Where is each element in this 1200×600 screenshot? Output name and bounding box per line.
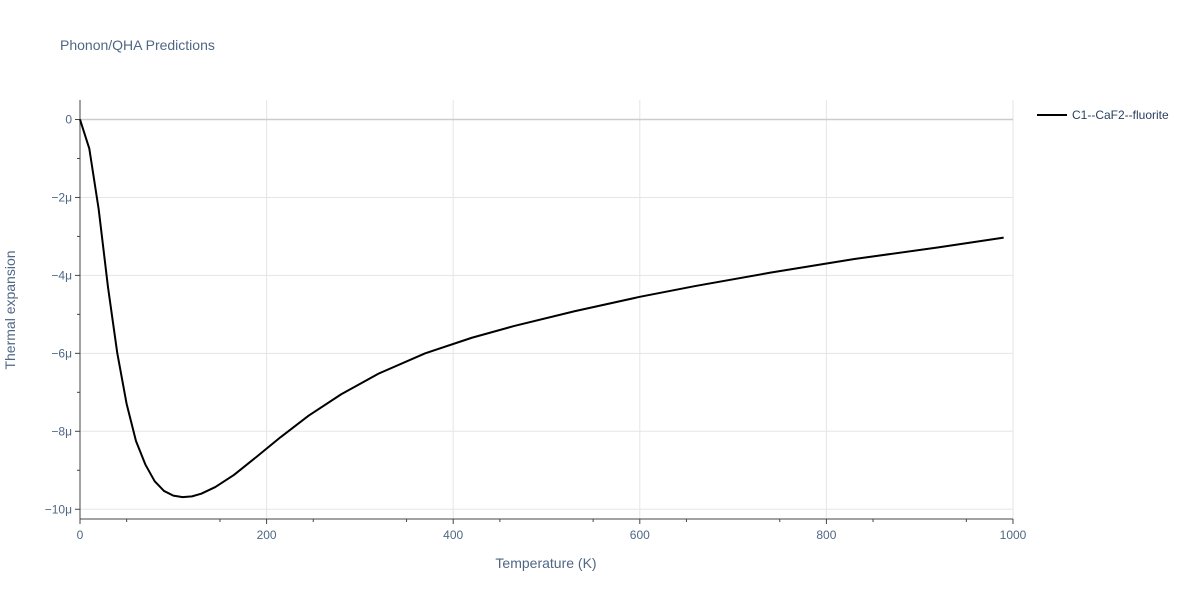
series-layer — [79, 119, 1004, 499]
x-tick-label: 1000 — [1000, 528, 1027, 542]
y-tick-label: −6μ — [51, 346, 72, 360]
x-tick-label: 800 — [816, 528, 836, 542]
x-tick-label: 200 — [257, 528, 277, 542]
chart-title: Phonon/QHA Predictions — [60, 37, 215, 53]
x-tick-label: 600 — [630, 528, 650, 542]
x-tick-label: 400 — [443, 528, 463, 542]
series-line-0 — [79, 119, 1004, 499]
ticks-layer: 0 200 400 600 800 1000 0 −2μ −4μ −6μ −8μ −10μ — [45, 112, 1027, 542]
legend-label-c1-caf2-fluorite: C1--CaF2--fluorite — [1072, 108, 1169, 122]
grid-layer — [80, 100, 1014, 519]
y-tick-label: −10μ — [45, 502, 72, 516]
x-axis-title: Temperature (K) — [495, 555, 596, 571]
x-tick-label: 0 — [77, 528, 84, 542]
y-axis-title: Thermal expansion — [2, 250, 18, 369]
y-tick-label: −2μ — [51, 190, 72, 204]
y-tick-label: −8μ — [51, 424, 72, 438]
axes-layer — [75, 100, 1014, 524]
y-tick-label: 0 — [65, 112, 72, 126]
y-tick-label: −4μ — [51, 268, 72, 282]
legend[interactable]: C1--CaF2--fluorite — [1037, 108, 1169, 122]
